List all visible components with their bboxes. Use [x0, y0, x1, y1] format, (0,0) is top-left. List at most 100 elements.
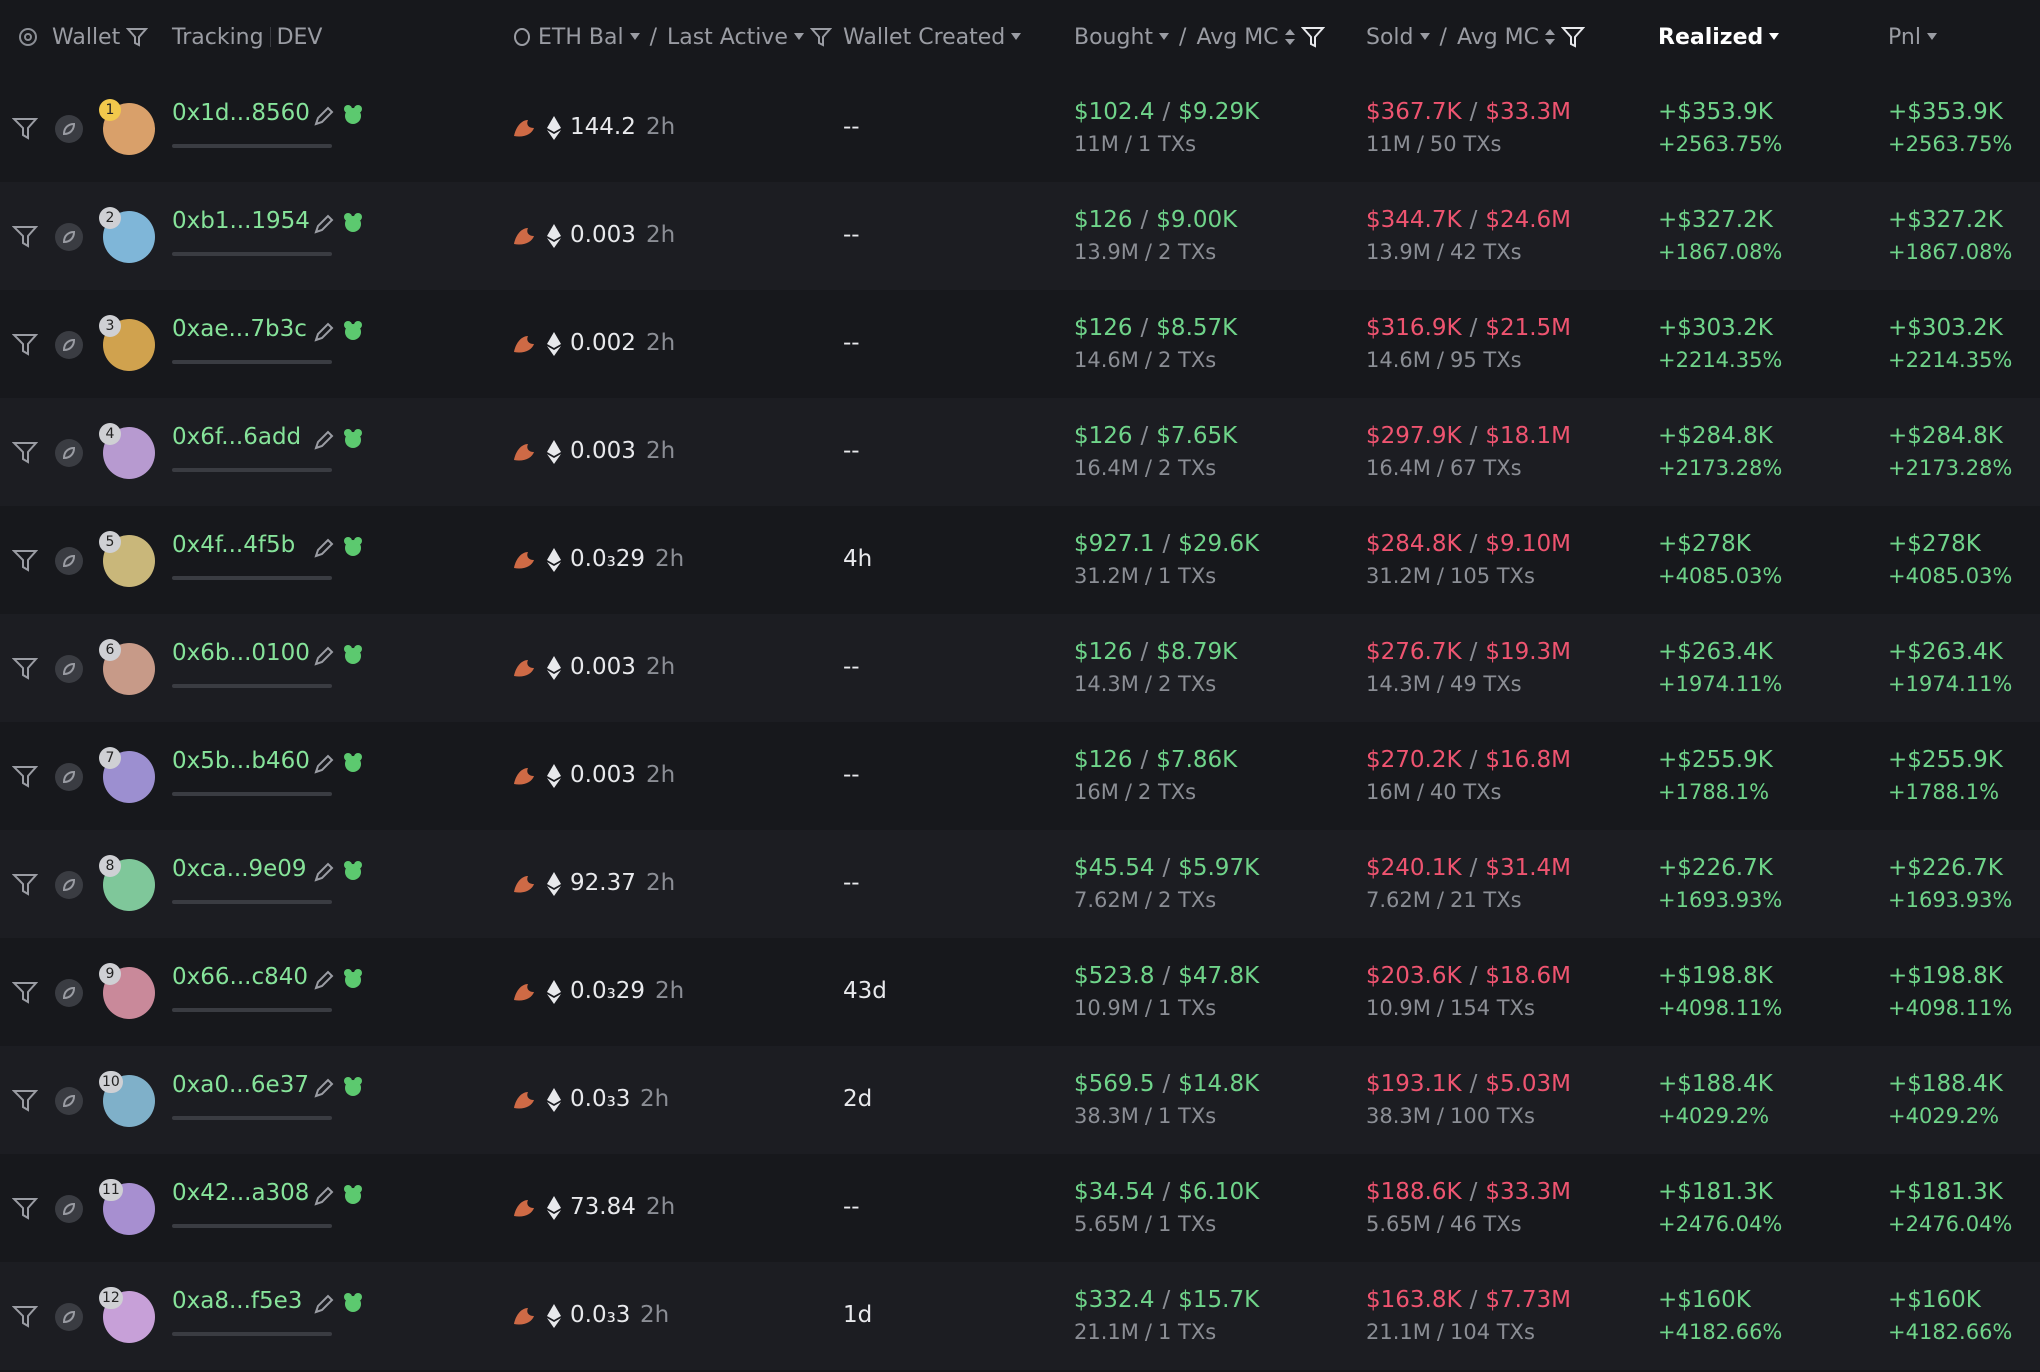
eth-icon [546, 223, 562, 249]
table-row[interactable]: 5 0x4f...4f5b 0.0₃29 2h 4h $927.1 / $29.6K 31.2M… [0, 506, 2040, 614]
wallet-address[interactable]: 0x5b...b460 [172, 748, 310, 774]
table-row[interactable]: 3 0xae...7b3c 0.002 2h -- $126/$8.57K 14.6M/2 … [0, 290, 2040, 398]
table-row[interactable]: 6 0x6b...0100 0.003 2h -- $126/$8.79K 14.3M/2 … [0, 614, 2040, 722]
header-last-active[interactable]: Last Active [666, 24, 788, 50]
bought-avg-mc: $7.86K [1156, 747, 1238, 773]
realized: +$226.7K [1658, 855, 1773, 881]
sold-line: $240.1K / $31.4M [1366, 855, 1571, 881]
wallet-address[interactable]: 0xae...7b3c [172, 316, 307, 342]
avatar[interactable]: 7 [99, 747, 155, 803]
wallet-address[interactable]: 0xca...9e09 [172, 856, 307, 882]
table-row[interactable]: 12 0xa8...f5e3 0.0₃3 2h 1d $332.4 / $15.7K 21.1M… [0, 1262, 2040, 1370]
wallet-progress [172, 1332, 332, 1336]
sold-detail: 31.2M/105 TXs [1366, 564, 1535, 588]
settings-icon[interactable] [16, 0, 40, 74]
header-bought[interactable]: Bought [1074, 24, 1154, 50]
edit-icon [312, 1292, 336, 1316]
table-row[interactable]: 8 0xca...9e09 92.37 2h -- $45.54/$5.97K 7.62M /… [0, 830, 2040, 938]
avatar[interactable]: 5 [99, 531, 155, 587]
bought-amount: 31.2M [1074, 564, 1139, 588]
bought-value: $126 [1074, 315, 1133, 341]
wallet-created: -- [843, 1194, 860, 1220]
wallet-address[interactable]: 0x66...c840 [172, 964, 308, 990]
wallet-address[interactable]: 0x6b...0100 [172, 640, 310, 666]
table-header: Wallet Tracking DEV ETH Bal / Last Active W… [0, 0, 2040, 75]
separator: / [1140, 639, 1149, 665]
holder-icon [510, 1086, 538, 1114]
sold-avg-mc: $5.03M [1485, 1071, 1572, 1097]
header-dev[interactable]: DEV [276, 24, 323, 50]
table-row[interactable]: 7 0x5b...b460 0.003 2h -- $126/$7.86K 16M/2 TX… [0, 722, 2040, 830]
wallet-address[interactable]: 0x42...a308 [172, 1180, 310, 1206]
header-tracking[interactable]: Tracking [172, 24, 264, 50]
pnl: +$181.3K [1888, 1179, 2003, 1205]
eth-icon [546, 979, 562, 1005]
wallet-created: -- [843, 654, 860, 680]
wallet-address[interactable]: 0x4f...4f5b [172, 532, 296, 558]
tag-icon [340, 642, 366, 668]
avatar[interactable]: 10 [99, 1071, 155, 1127]
separator: / [1144, 996, 1152, 1020]
wallet-address[interactable]: 0xa8...f5e3 [172, 1288, 303, 1314]
sold-txs: 21 TXs [1449, 888, 1522, 912]
header-wallet[interactable]: Wallet [52, 24, 121, 50]
wallet-progress [172, 576, 332, 580]
leaf-icon [54, 762, 84, 792]
header-sold[interactable]: Sold [1366, 24, 1414, 50]
wallet-progress [172, 252, 332, 256]
header-pnl[interactable]: Pnl [1888, 24, 1921, 50]
bought-line: $126 / $8.79K [1074, 639, 1237, 665]
table-row[interactable]: 1 0x1d...8560 144.2 2h -- $102.4/$9.29K 11M/1 … [0, 74, 2040, 182]
realized: +$303.2K [1658, 315, 1773, 341]
table-row[interactable]: 10 0xa0...6e37 0.0₃3 2h 2d $569.5 / $14.8K 38.3M… [0, 1046, 2040, 1154]
header-sold-avg-mc[interactable]: Avg MC [1456, 24, 1540, 50]
wallet-address[interactable]: 0x1d...8560 [172, 100, 310, 126]
header-wallet-created[interactable]: Wallet Created [843, 24, 1006, 50]
avatar[interactable]: 6 [99, 639, 155, 695]
rank-badge: 3 [99, 315, 121, 337]
avatar[interactable]: 4 [99, 423, 155, 479]
sold-value: $193.1K [1366, 1071, 1462, 1097]
sold-value: $203.6K [1366, 963, 1462, 989]
header-eth-bal[interactable]: ETH Bal [538, 24, 624, 50]
eth-icon [546, 1087, 562, 1113]
edit-icon [312, 104, 336, 128]
separator: / [1436, 888, 1444, 912]
sold-line: $367.7K / $33.3M [1366, 99, 1571, 125]
realized-pct: +2563.75% [1658, 132, 1783, 156]
wallet-address[interactable]: 0xb1...1954 [172, 208, 310, 234]
header-bought-avg-mc[interactable]: Avg MC [1196, 24, 1279, 50]
bought-txs: 1 TXs [1157, 564, 1217, 588]
sold-line: $203.6K / $18.6M [1366, 963, 1571, 989]
edit-icon [312, 536, 336, 560]
bought-detail: 31.2M/1 TXs [1074, 564, 1216, 588]
avatar[interactable]: 9 [99, 963, 155, 1019]
table-row[interactable]: 4 0x6f...6add 0.003 2h -- $126/$7.65K 16.4M/2 … [0, 398, 2040, 506]
header-realized[interactable]: Realized [1658, 24, 1764, 50]
table-row[interactable]: 2 0xb1...1954 0.003 2h -- $126/$9.00K 13.9M/2 … [0, 182, 2040, 290]
avatar[interactable]: 1 [99, 99, 155, 155]
separator: / [1144, 456, 1152, 480]
bought-value: $45.54 [1074, 855, 1155, 881]
avatar[interactable]: 12 [99, 1287, 155, 1343]
table-row[interactable]: 9 0x66...c840 0.0₃29 2h 43d $523.8 / $47.8K 10.9… [0, 938, 2040, 1046]
avatar[interactable]: 2 [99, 207, 155, 263]
table-row[interactable]: 11 0x42...a308 73.84 2h -- $34.54 / $6.10K 5.65M… [0, 1154, 2040, 1262]
last-active: 2h [646, 762, 676, 788]
eth-balance: 0.0₃29 [570, 546, 646, 572]
rank-badge: 9 [99, 963, 121, 985]
pnl: +$188.4K [1888, 1071, 2003, 1097]
sold-value: $297.9K [1366, 423, 1462, 449]
realized-pct: +1974.11% [1658, 672, 1783, 696]
filter-icon [12, 1196, 38, 1222]
sold-txs: 40 TXs [1429, 780, 1502, 804]
separator: / [1144, 564, 1152, 588]
avatar[interactable]: 11 [99, 1179, 155, 1235]
avatar[interactable]: 3 [99, 315, 155, 371]
bought-txs: 1 TXs [1157, 996, 1217, 1020]
leaf-icon [54, 330, 84, 360]
avatar[interactable]: 8 [99, 855, 155, 911]
eth-balance: 0.002 [570, 330, 636, 356]
wallet-address[interactable]: 0x6f...6add [172, 424, 302, 450]
wallet-address[interactable]: 0xa0...6e37 [172, 1072, 309, 1098]
